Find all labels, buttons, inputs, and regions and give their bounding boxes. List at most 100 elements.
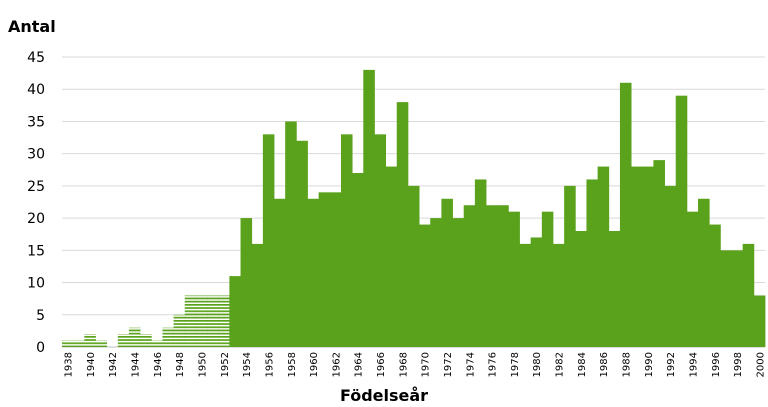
bar-1967 [385, 166, 398, 347]
y-tick-label: 0 [36, 340, 45, 356]
bar-1972 [441, 198, 453, 347]
bar-1940 [84, 334, 96, 347]
x-tick-label: 1984 [577, 352, 588, 377]
bar-1946 [151, 340, 163, 347]
bar-1943 [117, 334, 130, 347]
x-tick-label: 1956 [264, 352, 275, 377]
bar-1959 [296, 140, 308, 347]
bar-1949 [184, 295, 197, 347]
x-tick-label: 1980 [532, 352, 543, 377]
y-tick-label: 35 [27, 114, 45, 130]
bar-1979 [519, 243, 532, 347]
bar-1974 [463, 205, 476, 347]
y-tick-label: 25 [27, 179, 45, 195]
bar-1948 [173, 314, 186, 347]
bar-1991 [653, 160, 665, 347]
bar-1996 [709, 224, 721, 347]
bar-1984 [575, 231, 587, 347]
x-tick-label: 1940 [86, 352, 97, 377]
bar-1993 [675, 95, 688, 348]
x-tick-label: 1962 [331, 352, 342, 377]
bar-1997 [720, 250, 732, 347]
x-tick-label: 1970 [421, 352, 432, 377]
bar-1951 [207, 295, 219, 347]
bar-1945 [140, 334, 152, 347]
x-tick-label: 1990 [644, 352, 655, 377]
bar-1995 [698, 198, 710, 347]
bar-1982 [552, 243, 565, 347]
x-tick-label: 1958 [287, 352, 298, 377]
y-axis-label: Antal [8, 17, 56, 36]
x-tick-label: 1978 [510, 352, 521, 377]
bar-1970 [419, 224, 431, 347]
bar-1950 [195, 295, 208, 347]
bar-1947 [162, 327, 174, 347]
x-tick-label: 1982 [555, 352, 566, 377]
bar-1944 [128, 327, 141, 347]
x-tick-label: 1976 [488, 352, 499, 377]
x-tick-label: 1952 [220, 352, 231, 377]
bar-1953 [229, 276, 241, 347]
y-tick-label: 40 [27, 82, 45, 98]
bar-1960 [307, 198, 320, 347]
x-tick-label: 1948 [175, 352, 186, 377]
bar-1989 [631, 166, 643, 347]
x-tick-label: 1944 [131, 352, 142, 377]
bar-1978 [508, 211, 520, 347]
x-tick-label: 1966 [376, 352, 387, 377]
x-tick-label: 1960 [309, 352, 320, 377]
bar-1975 [474, 179, 487, 347]
y-tick-label: 15 [27, 243, 45, 259]
bar-1994 [686, 211, 699, 347]
x-tick-label: 1972 [443, 352, 454, 377]
bar-1988 [619, 82, 632, 348]
x-tick-labels: 1938 1940 1942 1944 1946 1948 1950 1952 1954 1956… [64, 352, 767, 377]
y-tick-label: 30 [27, 147, 45, 163]
bar-1969 [407, 185, 420, 347]
bar-1981 [541, 211, 554, 347]
bar-1957 [274, 198, 286, 347]
bar-1941 [95, 340, 108, 347]
bar-1938 [62, 340, 74, 347]
y-tick-label: 5 [36, 308, 45, 324]
bar-1968 [396, 102, 409, 347]
bar-1958 [285, 121, 297, 347]
x-axis-label: Födelseår [339, 386, 429, 405]
x-tick-label: 2000 [755, 352, 766, 377]
x-tick-label: 1974 [465, 352, 476, 377]
bar-1980 [530, 237, 543, 347]
x-tick-label: 1992 [666, 352, 677, 377]
bar-1987 [608, 231, 621, 347]
bar-1999 [742, 243, 755, 347]
x-tick-label: 1946 [153, 352, 164, 377]
bar-1998 [731, 250, 744, 347]
x-tick-label: 1998 [733, 352, 744, 377]
x-tick-label: 1950 [197, 352, 208, 377]
x-tick-label: 1994 [688, 352, 699, 377]
x-tick-label: 1954 [242, 352, 253, 377]
bar-1973 [452, 218, 465, 347]
x-tick-label: 1968 [398, 352, 409, 377]
bar-1977 [497, 205, 509, 347]
x-tick-label: 1988 [622, 352, 633, 377]
bar-1963 [340, 134, 353, 347]
bar-1952 [218, 295, 230, 347]
bar-1964 [352, 173, 364, 347]
bar-1955 [251, 243, 264, 347]
bar-1956 [262, 134, 275, 347]
x-tick-label: 1942 [108, 352, 119, 377]
bar-1985 [586, 179, 599, 347]
bar-1971 [430, 218, 442, 347]
x-tick-label: 1938 [64, 352, 75, 377]
bar-1992 [664, 185, 677, 347]
y-tick-labels: 0 5 10 15 20 25 30 35 40 45 [27, 50, 45, 356]
bar-1954 [240, 218, 253, 347]
bar-1976 [486, 205, 498, 347]
bar-1961 [318, 192, 331, 347]
bar-1939 [73, 340, 85, 347]
bar-1962 [329, 192, 342, 347]
x-tick-label: 1986 [599, 352, 610, 377]
bar-1965 [363, 69, 375, 347]
y-tick-label: 20 [27, 211, 45, 227]
